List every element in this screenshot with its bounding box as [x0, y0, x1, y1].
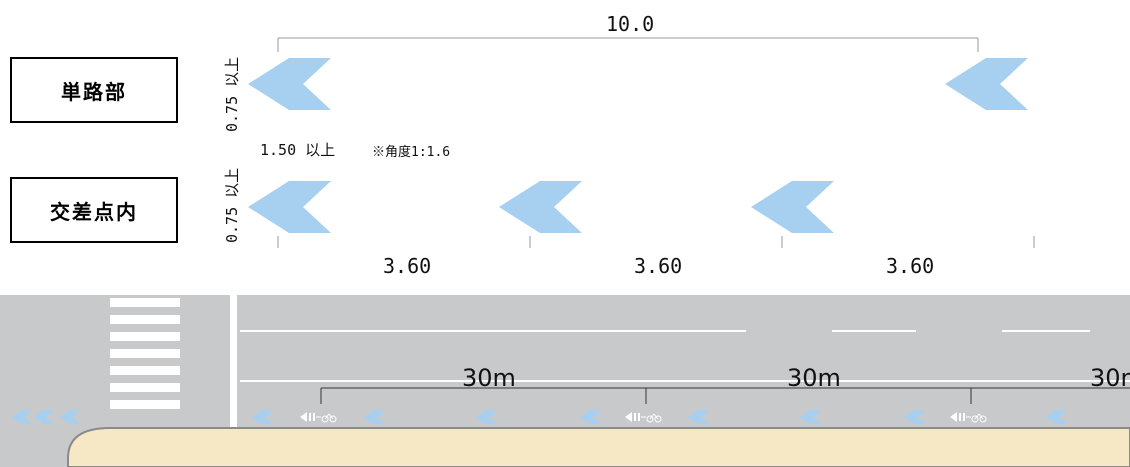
spacing-label-2: 3.60 [634, 254, 683, 278]
distance-label-1: 30m [462, 364, 516, 392]
kousaten-label-box: 交差点内 [10, 177, 178, 243]
distance-dimension-lines [320, 387, 1130, 404]
bicycle-pictogram-icon [300, 412, 337, 423]
chevron-arrow-icon [248, 181, 331, 233]
chevron-arrow-icon [800, 410, 822, 424]
chevron-arrow-icon [904, 410, 926, 424]
bicycle-pictogram-icon [625, 412, 662, 423]
chevron-arrow-icon [248, 58, 331, 110]
chevron-arrow-icon [476, 410, 498, 424]
chevron-arrow-icon [252, 410, 274, 424]
crosswalk [110, 298, 180, 409]
lane-lines [240, 330, 1130, 382]
height-label-2: 0.75 以上 [223, 167, 241, 243]
spacing-label-1: 3.60 [383, 254, 432, 278]
height-label-1: 0.75 以上 [223, 56, 241, 132]
chevron-arrow-icon [751, 181, 834, 233]
kousaten-label: 交差点内 [50, 199, 138, 224]
sidewalk [67, 427, 1130, 467]
angle-note: ※角度1:1.6 [372, 145, 451, 160]
distance-label-3: 30m [1090, 364, 1130, 392]
chevron-arrow-icon [364, 410, 386, 424]
chevron-arrow-icon [580, 410, 602, 424]
bicycle-pictogram-icon [950, 412, 987, 423]
length-label: 1.50 以上 [260, 141, 336, 159]
spacing-label-3: 3.60 [886, 254, 935, 278]
chevron-arrow-icon [60, 410, 80, 424]
chevron-arrow-icon [1046, 410, 1068, 424]
tanrobu-label: 単路部 [61, 79, 127, 104]
tanrobu-label-box: 単路部 [10, 57, 178, 123]
top-span-label: 10.0 [606, 12, 655, 36]
distance-label-2: 30m [787, 364, 841, 392]
chevron-arrow-icon [499, 181, 582, 233]
chevron-arrow-icon [34, 410, 54, 424]
chevron-arrow-icon [12, 410, 32, 424]
chevron-arrow-icon [945, 58, 1028, 110]
chevron-arrow-icon [688, 410, 710, 424]
top-dimension-line [277, 37, 979, 52]
stop-line [230, 295, 237, 427]
